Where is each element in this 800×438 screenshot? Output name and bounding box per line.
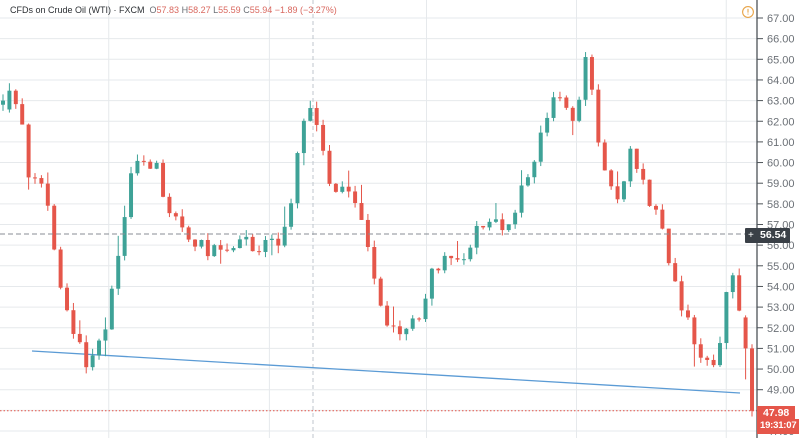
svg-text:52.00: 52.00 [767, 323, 795, 335]
svg-text:55.00: 55.00 [767, 261, 795, 273]
svg-text:51.00: 51.00 [767, 343, 795, 355]
svg-text:58.00: 58.00 [767, 199, 795, 211]
svg-text:49.00: 49.00 [767, 385, 795, 397]
svg-text:66.00: 66.00 [767, 34, 795, 46]
svg-text:60.00: 60.00 [767, 158, 795, 170]
svg-text:50.00: 50.00 [767, 364, 795, 376]
svg-text:65.00: 65.00 [767, 54, 795, 66]
svg-text:64.00: 64.00 [767, 75, 795, 87]
svg-text:63.00: 63.00 [767, 96, 795, 108]
svg-text:62.00: 62.00 [767, 116, 795, 128]
svg-text:54.00: 54.00 [767, 281, 795, 293]
svg-text:67.00: 67.00 [767, 13, 795, 25]
svg-text:59.00: 59.00 [767, 178, 795, 190]
svg-text:61.00: 61.00 [767, 137, 795, 149]
svg-text:53.00: 53.00 [767, 302, 795, 314]
